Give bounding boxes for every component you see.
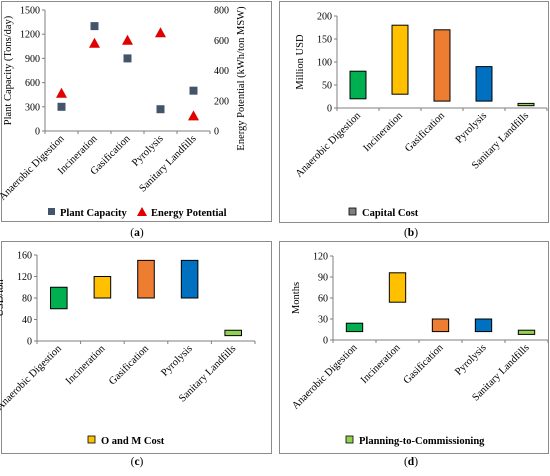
y-tick-label: 80: [22, 294, 32, 305]
x-category-label: Incineration: [64, 343, 108, 387]
y2-tick-label: 600: [214, 36, 229, 47]
legend-label: Planning-to-Commissioning: [359, 436, 485, 447]
energy-potential-point: [89, 37, 100, 48]
y2-tick-label: 400: [214, 66, 229, 77]
plant-capacity-point: [90, 22, 99, 31]
legend-label: Capital Cost: [362, 208, 419, 219]
bar-anaerobic-digestion: [50, 286, 68, 310]
bar-gasification: [431, 318, 450, 333]
bar-sanitary-landfills: [517, 102, 535, 107]
y-tick-label: 300: [25, 102, 40, 113]
x-category-label: Gasification: [107, 343, 152, 388]
y-tick-label: 0: [327, 104, 332, 115]
y-tick-label: 0: [27, 337, 32, 348]
x-category-label: Incineration: [359, 342, 403, 386]
y-axis-title: USD/ton: [0, 279, 6, 317]
panel-frame: [279, 241, 549, 454]
y2-tick-label: 0: [214, 127, 219, 138]
panel-b: 0 50 100 150 200 Anaerobic DigestionIncinerat…: [279, 1, 549, 223]
x-category-label: Anaerobic Digestion: [0, 343, 64, 413]
bar-pyrolysis: [474, 318, 493, 333]
plant-capacity-point: [57, 102, 66, 111]
bar-incineration: [93, 276, 112, 299]
energy-potential-point: [188, 110, 199, 121]
y-tick-label: 900: [25, 54, 40, 65]
y-tick-label: 30: [318, 315, 328, 326]
legend-label: Plant Capacity: [60, 208, 128, 219]
x-category-label: Incineration: [361, 110, 405, 154]
legend-square-icon: [87, 435, 96, 444]
bar-pyrolysis: [475, 66, 493, 102]
x-category-label: Anaerobic Digestion: [290, 342, 360, 412]
bar-gasification: [433, 29, 451, 102]
y-tick-label: 50: [322, 81, 332, 92]
y-tick-label: 1500: [20, 6, 40, 17]
y-tick-label: 120: [17, 272, 32, 283]
energy-potential-point: [56, 87, 67, 98]
x-category-label: Pyrolysis: [159, 343, 194, 378]
y2-tick-label: 800: [214, 6, 229, 17]
bar-sanitary-landfills: [224, 329, 242, 337]
x-category-label: Gasification: [403, 110, 448, 155]
plant-capacity-point: [156, 105, 165, 114]
bar-incineration: [391, 24, 409, 95]
legend-square-icon: [48, 208, 55, 215]
energy-potential-point: [155, 27, 166, 38]
y-axis-title: Months: [291, 282, 302, 314]
panel-frame: [279, 1, 549, 223]
panel-label: (c): [131, 456, 144, 468]
panel-label: (d): [404, 456, 418, 468]
y-tick-label: 200: [317, 12, 332, 23]
x-category-label: Pyrolysis: [453, 342, 488, 377]
legend-triangle-icon: [137, 207, 147, 216]
x-category-label: Gasification: [402, 342, 447, 387]
legend-square-icon: [348, 207, 357, 216]
panel-d: 0 30 60 90 120 Anaerobic Digestion Incineratio…: [279, 241, 549, 454]
legend-label: Energy Potential: [151, 208, 227, 219]
plant-capacity-point: [189, 86, 198, 95]
legend-label: O and M Cost: [101, 436, 165, 447]
x-category-label: Anaerobic Digestion: [294, 110, 364, 180]
legend-square-icon: [345, 435, 354, 444]
energy-potential-point: [122, 34, 133, 45]
y-tick-label: 0: [323, 336, 328, 347]
y-tick-label: 120: [313, 252, 328, 263]
y-tick-label: 40: [22, 315, 32, 326]
bar-anaerobic-digestion: [349, 70, 367, 100]
bar-anaerobic-digestion: [345, 322, 364, 333]
y-axis-title: Plant Capacity (Tons/day): [3, 15, 14, 125]
panel-label: (a): [130, 227, 144, 239]
x-category-label: Sanitary Landfills: [137, 133, 198, 194]
panel-label: (b): [404, 227, 418, 239]
x-category-label: Pyrolysis: [454, 110, 489, 145]
panel-frame: [1, 241, 272, 454]
y2-tick-label: 200: [214, 96, 229, 107]
y-tick-label: 100: [317, 58, 332, 69]
bar-gasification: [137, 259, 155, 299]
y-axis-title: Million USD: [295, 34, 306, 90]
y-tick-label: 0: [35, 127, 40, 138]
bar-sanitary-landfills: [517, 329, 536, 335]
plant-capacity-point: [123, 54, 132, 63]
panel-frame: [1, 1, 272, 222]
bar-pyrolysis: [180, 259, 199, 299]
y-tick-label: 160: [17, 251, 32, 262]
y-tick-label: 60: [318, 294, 328, 305]
y-tick-label: 90: [318, 273, 328, 284]
y-tick-label: 600: [25, 78, 40, 89]
bar-incineration: [388, 272, 407, 303]
y2-axis-title: Energy Potential (kWh/ton MSW): [236, 6, 247, 151]
panel-c: 0 40 80 120 160 Anaerobic Digestion Incinerati…: [0, 241, 272, 454]
y-tick-label: 1200: [20, 30, 40, 41]
y-tick-label: 150: [317, 35, 332, 46]
